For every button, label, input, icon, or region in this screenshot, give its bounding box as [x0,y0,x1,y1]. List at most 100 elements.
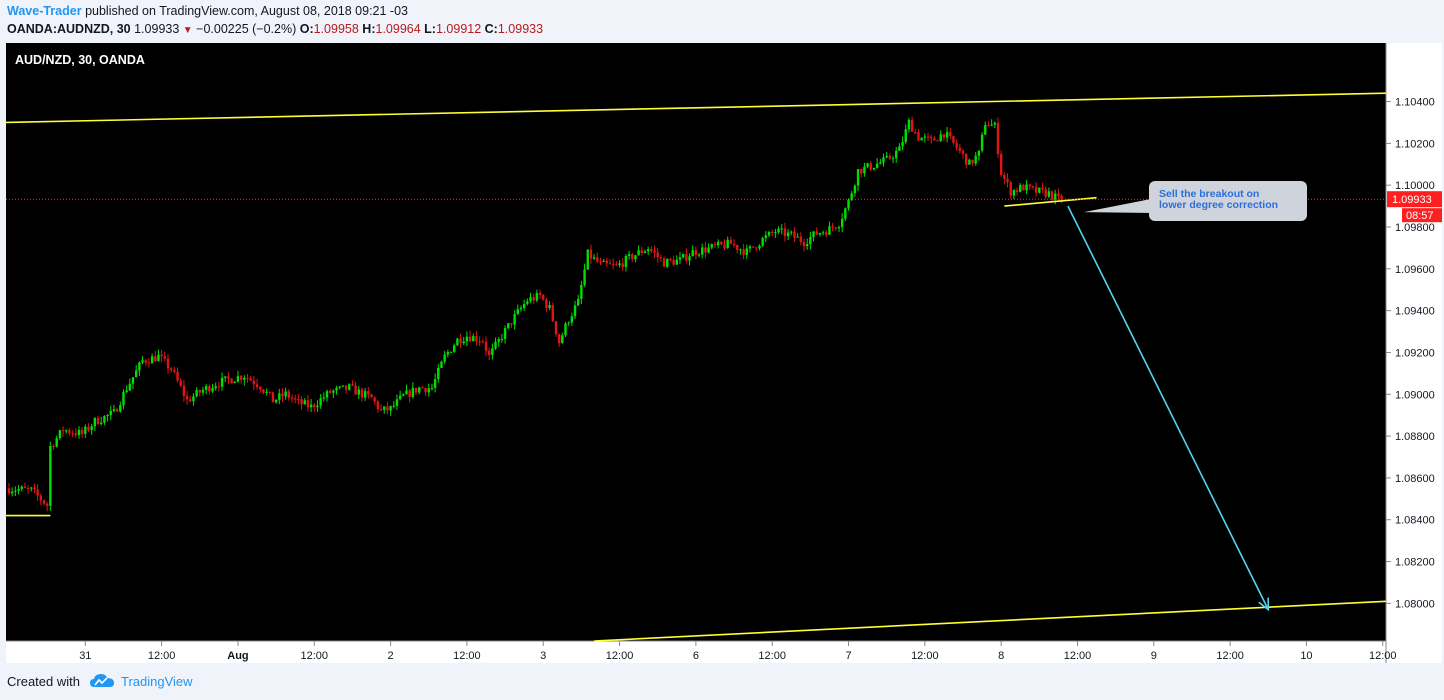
candle-body [952,136,955,143]
candle-body [516,309,519,314]
x-tick-label: 7 [845,650,851,662]
candle-body [777,228,780,233]
candle-body [303,400,306,405]
high-label: H: [362,22,376,36]
candle-body [176,371,179,381]
candle-body [17,489,20,491]
candle-body [367,391,370,395]
candle-body [599,261,602,263]
candle-body [793,231,796,238]
candle-body [49,446,52,506]
candle-body [131,377,135,384]
candle-body [914,131,917,133]
candle-body [643,251,647,254]
candle-body [713,244,717,246]
candle-body [704,247,707,253]
candle-body [615,264,618,266]
price-axis[interactable] [1386,43,1442,641]
candle-body [1057,193,1060,196]
candle-body [112,409,116,411]
chart-title: AUD/NZD, 30, OANDA [15,53,145,67]
candle-body [338,386,341,388]
candle-body [446,352,450,355]
candle-body [688,256,691,261]
candle-body [964,153,968,165]
callout-box[interactable] [1149,181,1307,221]
x-tick-label: 12:00 [148,650,176,662]
price-chart[interactable]: 1.10400 1.10200 1.10000 1.09800 1.09600 1.094… [6,43,1442,663]
candle-body [751,246,755,248]
candle-body [907,119,911,130]
candle-body [319,398,322,406]
candle-body [567,322,570,324]
forecast-arrow-line[interactable] [1067,205,1269,610]
candle-body [885,155,888,158]
candle-body [1022,185,1025,191]
candle-body [1025,184,1028,191]
candle-body [255,384,259,388]
candle-body [917,132,920,141]
candle-body [77,429,81,436]
candle-body [373,397,376,402]
candle-body [389,406,392,411]
candle-body [685,254,688,261]
high-value: 1.09964 [375,22,421,36]
tradingview-link[interactable]: TradingView [121,674,193,689]
candle-body [243,377,246,380]
candle-body [939,134,942,142]
candle-body [265,391,268,393]
countdown-label: 08:57 [1406,210,1434,222]
candle-body [767,231,771,236]
candle-body [672,260,675,265]
candle-body [732,243,736,246]
correction-line-trendline[interactable] [1004,196,1097,207]
candle-body [646,249,650,252]
candle-body [999,154,1003,175]
candle-body [745,248,748,255]
candle-body [580,285,583,299]
candle-body [958,147,962,151]
candle-body [977,150,981,156]
candle-body [128,383,132,391]
candle-body [411,387,415,397]
candle-body [1060,195,1063,200]
drawings[interactable] [6,92,1387,642]
candle-body [930,136,933,139]
tradingview-cloud-icon[interactable] [89,674,114,691]
candle-body [742,249,745,255]
candle-body [796,236,799,238]
candle-body [608,263,612,265]
candle-body [510,323,513,325]
candle-body [65,430,68,432]
callout-pointer [1083,199,1151,213]
time-axis[interactable] [6,641,1442,663]
candle-body [748,246,752,249]
candle-body [526,301,529,305]
chart-pane[interactable] [6,43,1386,641]
forecast-arrowhead-icon [1258,597,1270,612]
candle-body [815,231,818,235]
candle-body [141,360,144,363]
candle-body [548,305,551,308]
open-value: 1.09958 [313,22,359,36]
candle-body [790,231,793,233]
price-axis-ticks: 1.10400 1.10200 1.10000 1.09800 1.09600 1.094… [1386,97,1435,610]
candle-body [853,185,857,194]
candle-body [262,389,265,393]
candle-body [354,385,357,395]
candle-body [637,250,640,256]
author-link[interactable]: Wave-Trader [7,4,82,18]
y-tick-label: 1.09000 [1395,389,1435,401]
candle-body [1034,186,1038,193]
candle-body [230,378,233,384]
candle-body [23,486,27,488]
candle-body [554,321,558,335]
lower-channel-trendline[interactable] [594,600,1387,642]
candle-body [500,338,504,340]
upper-channel-trendline[interactable] [6,92,1387,124]
candle-body [669,258,672,261]
candle-body [281,393,284,397]
candle-body [20,486,23,490]
candle-body [135,370,138,378]
